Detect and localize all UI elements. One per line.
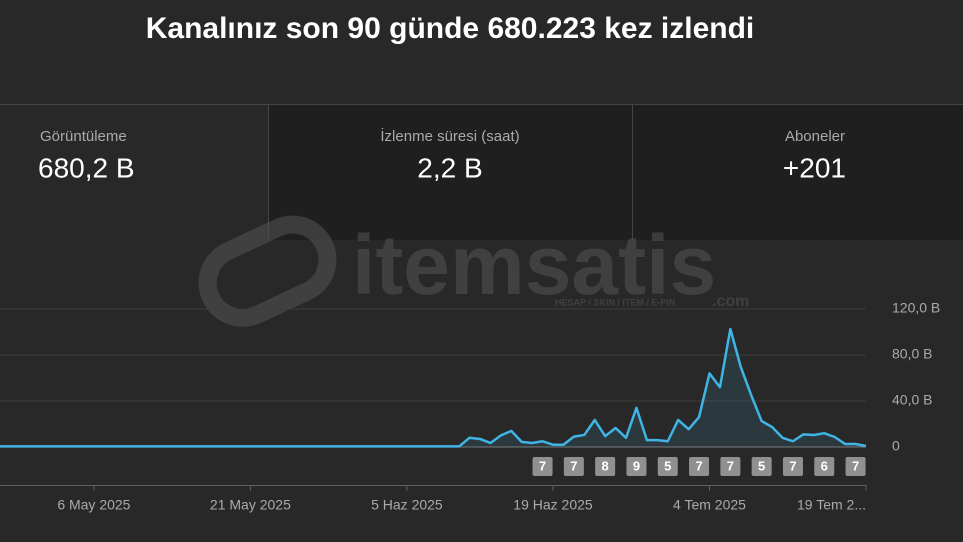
marker-label: 7 [570, 458, 577, 473]
marker-badge [720, 457, 741, 476]
marker-label: 9 [633, 458, 640, 473]
watermark-text: itemsatis [352, 218, 716, 312]
marker-label: 8 [602, 458, 609, 473]
marker-badge [563, 457, 584, 476]
watermark: itemsatis HESAP / SKIN / ITEM / E-PIN .c… [198, 215, 749, 327]
x-tick-label: 21 May 2025 [210, 497, 291, 513]
video-marker: 5 [657, 457, 678, 476]
marker-badge [689, 457, 710, 476]
x-tick-label: 4 Tem 2025 [673, 497, 746, 513]
stat-value: 2,2 B [417, 152, 482, 183]
marker-badge [657, 457, 678, 476]
y-tick-label: 120,0 B [892, 300, 940, 316]
video-marker: 5 [751, 457, 772, 476]
y-tick-label: 40,0 B [892, 392, 932, 408]
stat-label: Görüntüleme [40, 128, 127, 145]
marker-label: 7 [789, 458, 796, 473]
marker-badge [626, 457, 647, 476]
marker-badge [751, 457, 772, 476]
marker-badge [814, 457, 835, 476]
stat-label: Aboneler [785, 128, 845, 145]
watermark-logo [198, 215, 337, 327]
video-marker: 9 [626, 457, 647, 476]
marker-badge [782, 457, 803, 476]
y-tick-label: 80,0 B [892, 346, 932, 362]
stat-value: +201 [783, 152, 846, 183]
video-marker: 8 [595, 457, 616, 476]
marker-label: 7 [852, 458, 859, 473]
marker-badge [845, 457, 866, 476]
x-tick-label: 19 Haz 2025 [513, 497, 593, 513]
marker-badge [595, 457, 616, 476]
stat-label: İzlenme süresi (saat) [380, 127, 519, 145]
watermark-suffix: .com [712, 293, 749, 310]
marker-badge [532, 457, 553, 476]
marker-label: 5 [758, 458, 765, 473]
x-tick-label: 6 May 2025 [57, 497, 130, 513]
watermark-tagline: HESAP / SKIN / ITEM / E-PIN [555, 297, 675, 307]
video-marker: 7 [532, 457, 553, 476]
video-marker: 7 [720, 457, 741, 476]
x-tick-label: 5 Haz 2025 [371, 497, 443, 513]
line [0, 327, 867, 448]
marker-label: 6 [821, 458, 828, 473]
title: Kanalınız son 90 günde 680.223 kez izlen… [146, 12, 755, 45]
y-tick-label: 0 [892, 438, 900, 454]
video-marker: 7 [689, 457, 710, 476]
marker-label: 7 [695, 458, 702, 473]
video-marker: 6 [814, 457, 835, 476]
stat-panel [268, 105, 963, 240]
x-tick-label: 19 Tem 2... [797, 497, 866, 513]
video-marker: 7 [782, 457, 803, 476]
stat-value: 680,2 B [38, 152, 135, 183]
marker-label: 7 [539, 458, 546, 473]
marker-label: 5 [664, 458, 671, 473]
video-marker: 7 [563, 457, 584, 476]
video-marker: 7 [845, 457, 866, 476]
marker-label: 7 [727, 458, 734, 473]
